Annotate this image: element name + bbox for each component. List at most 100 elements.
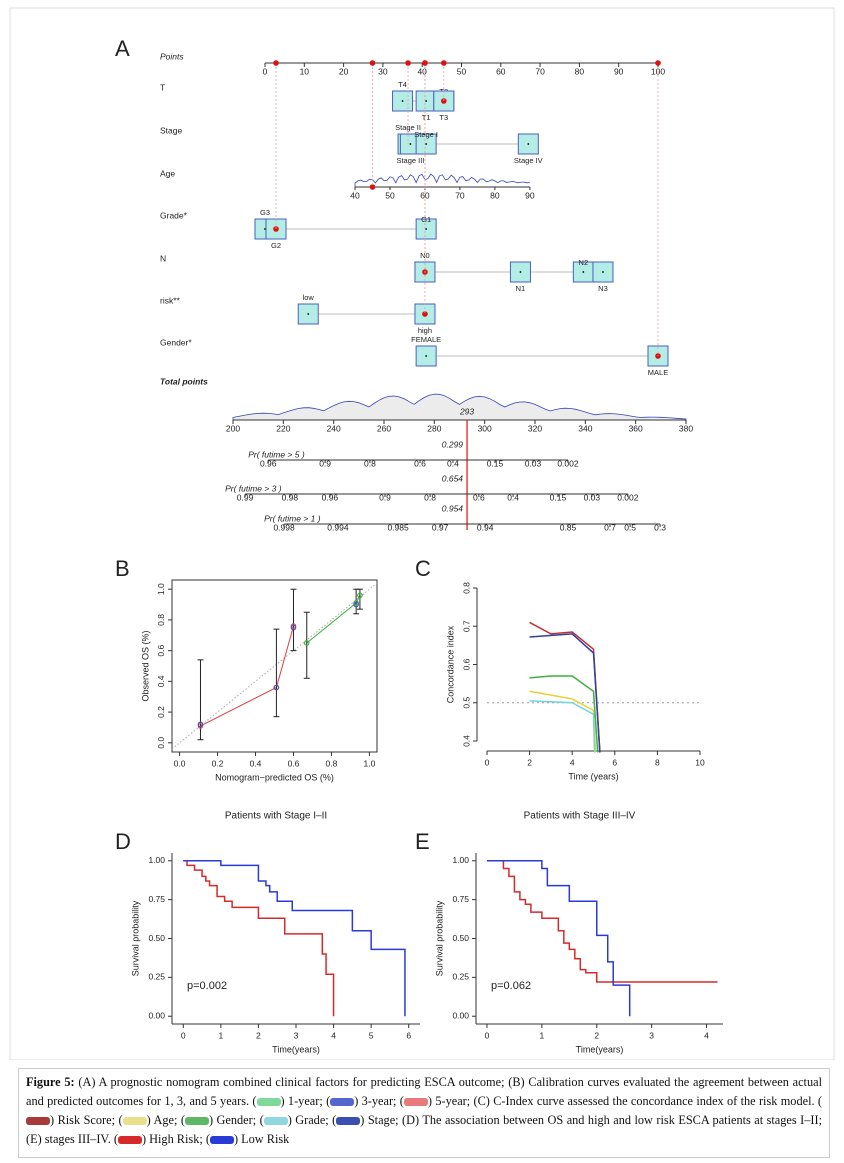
tick-label: 200 — [226, 423, 240, 433]
y-tick-label: 0.7 — [461, 620, 471, 632]
plot-frame — [171, 579, 378, 753]
caption-text: ) Age; ( — [146, 1113, 185, 1127]
y-tick-label: 0.50 — [148, 933, 165, 943]
series-line — [529, 633, 601, 753]
tick-label: 0.03 — [525, 458, 542, 468]
caption-text: ) High Risk; ( — [141, 1132, 210, 1146]
row-label: N — [160, 253, 166, 263]
x-axis-label: Time(years) — [272, 1044, 320, 1054]
series-line — [183, 860, 335, 1017]
panel-label: D — [115, 829, 131, 854]
row-label: Gender* — [160, 337, 192, 347]
tick-label: 0.97 — [432, 522, 449, 532]
selected-total: 293 — [459, 406, 474, 416]
y-tick-label: 0.25 — [148, 972, 165, 982]
tick-label: 60 — [496, 66, 506, 76]
tick-label: 0.998 — [273, 522, 295, 532]
y-tick-label: 0.6 — [156, 644, 166, 656]
tick-label: 0.6 — [414, 458, 426, 468]
tick-label: 0.985 — [387, 522, 409, 532]
points-dot — [369, 60, 376, 66]
level-dot — [401, 100, 404, 102]
tick-label: 340 — [578, 423, 592, 433]
tick-label: 0.7 — [604, 522, 616, 532]
series-line — [529, 700, 596, 753]
tick-label: 80 — [490, 190, 500, 200]
tick-label: 0.96 — [260, 458, 277, 468]
tick-label: 0.98 — [282, 492, 299, 502]
y-axis-label: Survival probability — [434, 900, 444, 976]
panel-label: B — [115, 556, 130, 581]
x-tick-label: 8 — [655, 757, 660, 767]
tick-label: 220 — [276, 423, 290, 433]
series-line — [529, 690, 597, 753]
tick-label: 0.002 — [617, 492, 639, 502]
tick-label: 320 — [528, 423, 542, 433]
tick-label: 360 — [629, 423, 643, 433]
legend-swatch — [263, 1117, 288, 1126]
tick-label: 260 — [377, 423, 391, 433]
level-label: G3 — [260, 208, 270, 217]
level-dot — [409, 143, 412, 145]
legend-swatch — [184, 1117, 209, 1126]
figure: ABCDEPoints0102030405060708090100TT4T1T2… — [9, 7, 835, 1060]
series-line — [183, 860, 406, 1017]
y-tick-label: 0.5 — [461, 697, 471, 709]
legend-swatch — [209, 1136, 234, 1145]
selected-dot — [655, 353, 661, 359]
tick-label: 30 — [378, 66, 388, 76]
legend-swatch — [256, 1098, 281, 1107]
y-tick-label: 0.4 — [461, 735, 471, 747]
x-tick-label: 0.8 — [326, 758, 338, 768]
scale-label: Pr( futime > 5 ) — [248, 449, 305, 459]
level-label: high — [418, 326, 432, 335]
row-label: T — [160, 82, 165, 92]
point — [273, 684, 280, 691]
selected-dot — [369, 184, 376, 190]
point — [303, 640, 310, 646]
caption-text: (A) A prognostic nomogram combined clini… — [26, 1075, 822, 1108]
level-label: MALE — [648, 368, 668, 377]
caption-text: ) Grade; ( — [287, 1113, 337, 1127]
tick-label: 0.4 — [507, 492, 519, 502]
tick-label: 0.94 — [477, 522, 494, 532]
y-axis-label: Concordance index — [445, 625, 455, 703]
tick-label: 20 — [339, 66, 349, 76]
caption-label: Figure 5: — [26, 1075, 75, 1089]
y-tick-label: 0.4 — [156, 675, 166, 687]
x-tick-label: 10 — [695, 757, 705, 767]
y-tick-label: 1.00 — [148, 855, 165, 865]
x-tick-label: 4 — [570, 757, 575, 767]
tick-label: 280 — [427, 423, 441, 433]
selected-dot — [422, 311, 428, 317]
level-dot — [425, 228, 428, 230]
tick-label: 0.8 — [364, 458, 376, 468]
tick-label: 0.5 — [624, 522, 636, 532]
point — [353, 601, 359, 608]
x-tick-label: 0 — [485, 757, 490, 767]
level-label: low — [303, 293, 315, 302]
y-tick-label: 0.8 — [461, 582, 471, 594]
row-label: Points — [160, 51, 184, 61]
x-tick-label: 1.0 — [363, 758, 375, 768]
y-tick-label: 0.50 — [452, 933, 469, 943]
prob-result: 0.954 — [442, 503, 464, 513]
x-axis-label: Time(years) — [576, 1044, 624, 1054]
tick-label: 0.4 — [447, 458, 459, 468]
y-tick-label: 0.00 — [452, 1010, 469, 1020]
legend-swatch — [117, 1136, 142, 1145]
tick-label: 0.15 — [487, 458, 504, 468]
tick-label: 0.994 — [327, 522, 349, 532]
row-label: Age — [160, 168, 175, 178]
level-dot — [425, 143, 428, 145]
tick-label: 50 — [385, 190, 395, 200]
tick-label: 0.99 — [237, 492, 254, 502]
panel-label: A — [115, 36, 130, 61]
tick-label: 70 — [455, 190, 465, 200]
tick-label: 50 — [457, 66, 467, 76]
level-label: N1 — [516, 284, 526, 293]
level-label: G1 — [421, 215, 431, 224]
annotation: p=0.062 — [491, 980, 531, 992]
chart-title: Patients with Stage I–II — [225, 811, 327, 822]
